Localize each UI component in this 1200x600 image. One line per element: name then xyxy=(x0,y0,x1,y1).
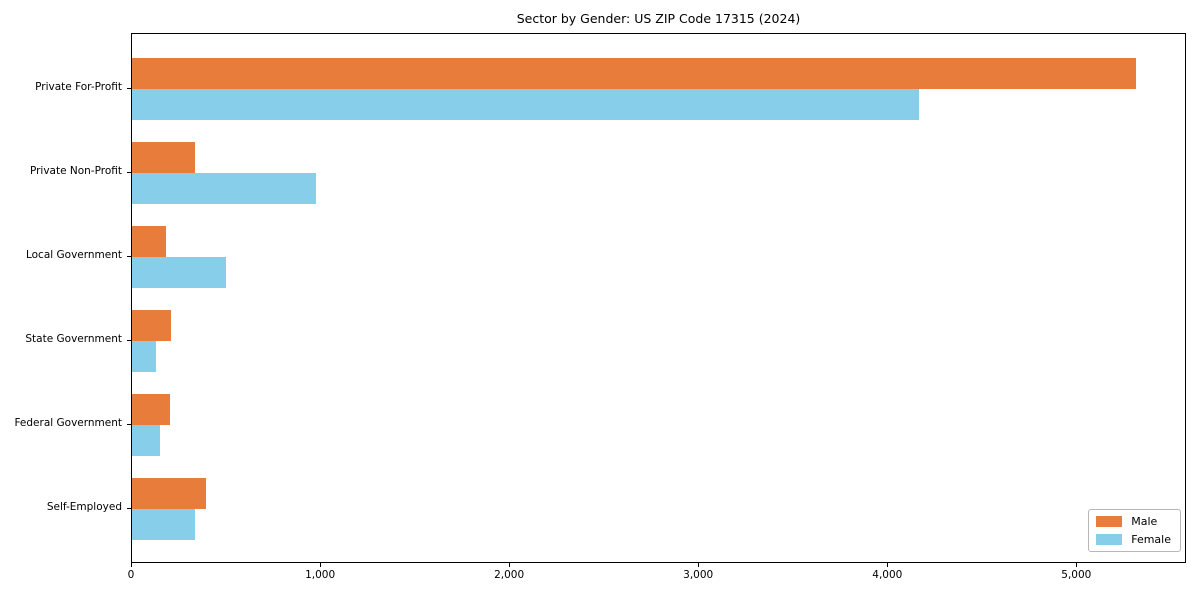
chart-title: Sector by Gender: US ZIP Code 17315 (202… xyxy=(516,11,801,26)
y-axis-category-label: State Government xyxy=(25,333,122,345)
bar-male-top xyxy=(132,310,171,341)
x-axis-tick-label: 1,000 xyxy=(305,569,336,581)
x-axis-tick-label: 4,000 xyxy=(872,569,903,581)
bar-female-bottom xyxy=(132,257,226,288)
y-axis-tick-mark xyxy=(127,256,131,257)
legend-item-female: Female xyxy=(1096,533,1171,546)
y-axis-category-label: Private For-Profit xyxy=(35,81,122,93)
bar-male-top xyxy=(132,478,206,509)
x-axis-tick-mark xyxy=(1076,563,1078,567)
x-axis-tick-label: 3,000 xyxy=(683,569,714,581)
x-axis-tick-mark xyxy=(887,563,889,567)
bar-male-top xyxy=(132,394,170,425)
y-axis-category-label: Local Government xyxy=(25,249,122,261)
bar-female-bottom xyxy=(132,89,919,120)
plot-area: Male Female xyxy=(131,33,1186,563)
x-axis-tick-label: 0 xyxy=(127,569,135,581)
bar-male-top xyxy=(132,58,1136,89)
y-axis-tick-mark xyxy=(127,172,131,173)
bar-male-top xyxy=(132,226,166,257)
x-axis-tick-mark xyxy=(131,563,132,567)
x-axis-tick-mark xyxy=(320,563,322,567)
legend-swatch-female xyxy=(1096,534,1123,545)
y-axis-tick-mark xyxy=(127,424,131,425)
bar-female-bottom xyxy=(132,509,196,540)
y-axis-category-label: Self-Employed xyxy=(46,501,122,513)
y-axis-tick-mark xyxy=(127,88,131,89)
y-axis-tick-mark xyxy=(127,340,131,341)
x-axis-tick-label: 2,000 xyxy=(494,569,525,581)
x-axis-tick-mark xyxy=(509,563,511,567)
bar-female-bottom xyxy=(132,341,156,372)
x-axis-tick-label: 5,000 xyxy=(1061,569,1092,581)
y-axis-category-label: Federal Government xyxy=(14,417,122,429)
legend-label-female: Female xyxy=(1131,533,1171,546)
bar-female-bottom xyxy=(132,173,317,204)
bar-male-top xyxy=(132,142,196,173)
legend-label-male: Male xyxy=(1131,515,1158,528)
legend-swatch-male xyxy=(1096,516,1123,527)
legend-item-male: Male xyxy=(1096,515,1171,528)
x-axis-tick-mark xyxy=(698,563,700,567)
bar-female-bottom xyxy=(132,425,161,456)
legend: Male Female xyxy=(1088,509,1181,552)
y-axis-category-label: Private Non-Profit xyxy=(29,165,122,177)
y-axis-tick-mark xyxy=(127,508,131,509)
